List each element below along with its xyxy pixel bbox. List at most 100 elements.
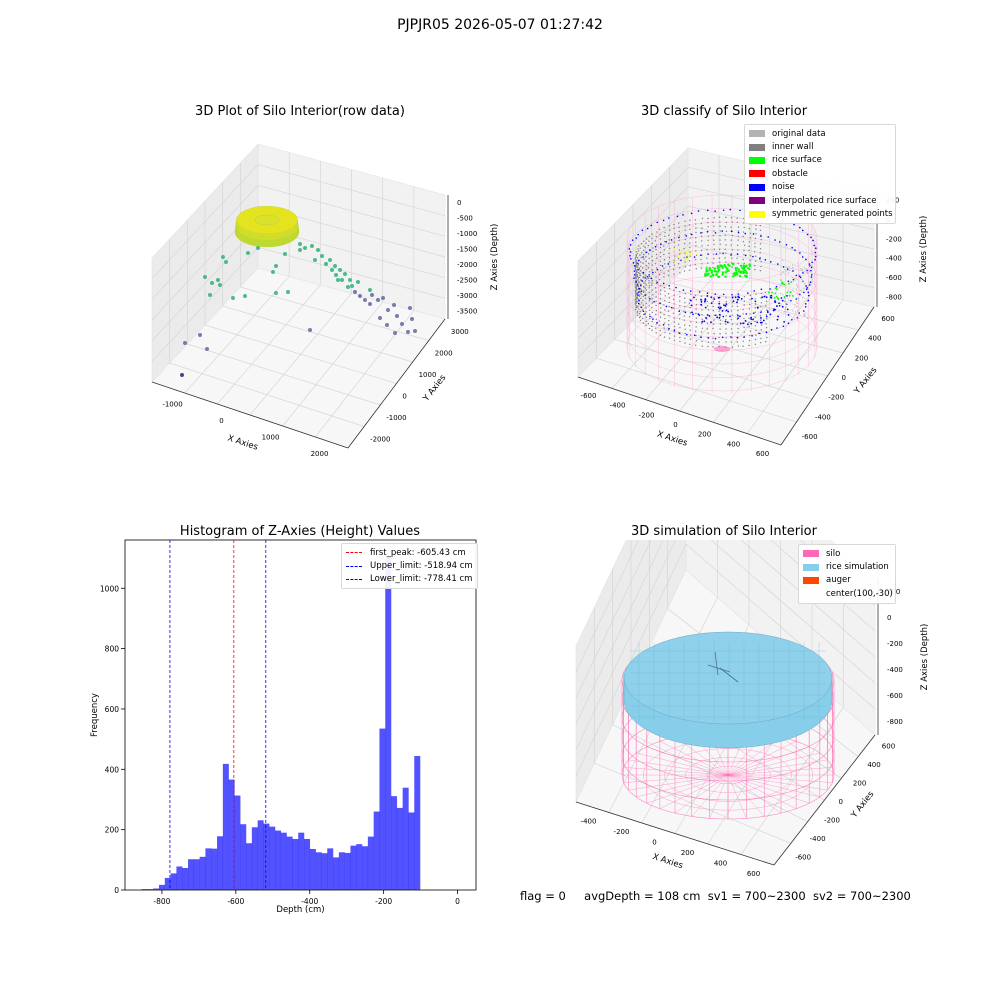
inner-wall-point [674,233,676,235]
noise-point [656,281,658,284]
raw-data-point [198,333,202,337]
rice-surface-point [742,271,745,274]
silo-wire-spoke [727,752,820,776]
inner-wall-point [640,297,642,300]
inner-wall-point [760,302,763,304]
inner-wall-point [643,245,645,247]
rice-surface-point [775,295,778,298]
panel1-plot[interactable]: -1000 0 1000 2000 3000 2000 1000 0 -1000 -2000 0 -5… [0,120,500,460]
inner-wall-point [683,270,686,272]
noise-point [792,278,795,281]
inner-wall-point [667,293,670,295]
inner-wall-point [678,249,681,251]
inner-wall-point [659,251,662,254]
raw-data-point [205,347,209,351]
inner-wall-point [648,300,650,302]
inner-wall-point [655,332,657,334]
rice-surface-point [732,262,735,266]
inner-wall-point [701,263,703,265]
inner-wall-point [731,257,733,259]
noise-point [805,288,808,291]
inner-wall-point [668,225,671,227]
noise-point [668,327,670,330]
original-data-point [798,287,800,289]
inner-wall-point [652,250,654,253]
histogram-bar [391,796,398,890]
noise-point [653,300,655,303]
inner-wall-point [645,307,647,309]
noise-point [765,296,768,299]
inner-wall-point [737,230,740,232]
inner-wall-point [645,260,647,262]
panel4-legend: silo rice simulation auger center(100,-30) [798,544,896,604]
raw-data-point [313,258,317,262]
noise-point [705,317,707,319]
noise-point [765,331,768,333]
inner-wall-point [743,262,745,265]
p4-z-tick-label: -800 [887,718,903,726]
p2-y-tick-label: -600 [802,433,818,441]
inner-wall-point [673,264,676,266]
noise-point [799,252,801,254]
inner-wall-point [707,341,710,343]
inner-wall-point [730,310,733,312]
inner-wall-point [637,277,640,279]
noise-point [703,320,706,323]
noise-point [763,295,766,298]
noise-point [693,334,696,337]
noise-point [774,308,776,311]
inner-wall-point [674,255,676,257]
inner-wall-point [644,280,647,282]
noise-point [775,285,778,288]
noise-point [707,337,710,339]
panel4-plot[interactable]: -400 -200 0 200 400 600 600 400 200 0 -200 -400 -600… [500,540,1000,880]
original-data-point [784,311,786,313]
noise-point [781,299,784,302]
inner-wall-point [677,258,680,260]
noise-point [746,323,749,326]
noise-point [638,259,640,262]
noise-point [722,293,725,296]
inner-wall-point [668,319,670,322]
noise-point [810,269,812,272]
noise-point [751,297,753,300]
raw-data-point [381,296,385,300]
inner-wall-point [679,295,681,298]
raw-data-point [350,284,354,288]
inner-wall-point [654,271,657,273]
inner-wall-point [640,279,642,281]
inner-wall-point [749,334,751,337]
inner-wall-point [695,268,697,270]
inner-wall-point [754,237,757,240]
noise-point [778,241,781,243]
noise-point [700,301,703,303]
sv1-text: sv1 = 700~2300 [707,889,806,903]
noise-point [744,320,747,322]
inner-wall-point [648,280,650,282]
inner-wall-point [689,242,691,244]
noise-point [752,233,755,235]
rice-surface-point [790,281,793,283]
noise-point [629,251,632,253]
inner-wall-point [654,240,657,242]
noise-point [631,239,634,241]
legend-swatch [749,170,765,178]
noise-point [715,253,718,255]
inner-wall-point [689,334,692,336]
noise-point [656,321,658,324]
silo-wire-spoke [623,767,729,776]
legend-label: first_peak: -605.43 cm [370,547,466,558]
noise-point [650,277,652,280]
original-data-point [791,276,793,279]
noise-point [781,305,784,308]
flag-text: flag = 0 [520,889,566,903]
raw-data-point [271,270,275,274]
inner-wall-point [677,244,680,246]
inner-wall-point [658,278,661,281]
panel3-plot[interactable]: -800 -600 -400 -200 0 0 200 400 600 800 1000 Depth … [60,530,500,920]
noise-point [808,284,811,286]
inner-wall-point [695,330,697,332]
inner-wall-point [719,266,721,268]
inner-wall-point [688,302,691,304]
inner-wall-point [749,299,751,301]
